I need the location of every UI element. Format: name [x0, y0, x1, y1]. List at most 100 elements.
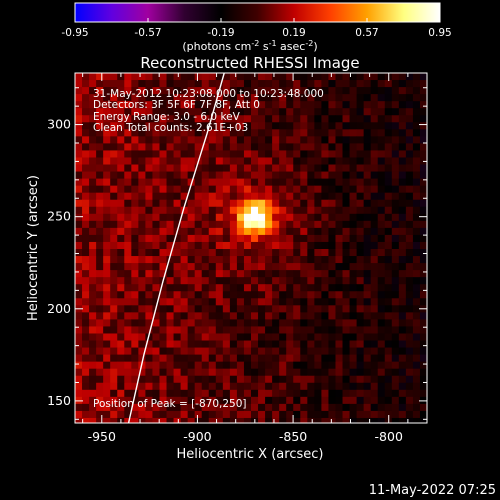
heatmap-cell: [229, 220, 238, 229]
heatmap-cell: [251, 291, 259, 299]
heatmap-cell: [321, 291, 329, 299]
heatmap-cell: [307, 382, 315, 391]
heatmap-cell: [124, 298, 132, 306]
heatmap-cell: [117, 340, 125, 348]
heatmap-cell: [159, 101, 167, 109]
heatmap-cell: [335, 171, 343, 179]
heatmap-cell: [187, 382, 196, 391]
heatmap-cell: [138, 234, 146, 243]
heatmap-cell: [208, 354, 217, 363]
heatmap-cell: [131, 410, 139, 419]
heatmap-cell: [89, 361, 97, 370]
heatmap-cell: [384, 389, 393, 398]
heatmap-cell: [391, 375, 400, 384]
heatmap-cell: [321, 164, 329, 172]
heatmap-cell: [131, 115, 139, 123]
heatmap-cell: [194, 87, 203, 95]
heatmap-cell: [377, 241, 386, 250]
heatmap-cell: [384, 382, 393, 391]
heatmap-cell: [82, 340, 90, 348]
heatmap-cell: [215, 150, 224, 158]
heatmap-cell: [236, 171, 245, 179]
heatmap-cell: [180, 227, 189, 236]
heatmap-cell: [222, 403, 231, 412]
heatmap-cell: [138, 368, 146, 377]
x-tick-label: -850: [279, 429, 307, 444]
heatmap-cell: [272, 347, 280, 355]
heatmap-cell: [265, 73, 273, 81]
heatmap-cell: [82, 410, 90, 419]
heatmap-cell: [110, 270, 118, 278]
heatmap-cell: [173, 136, 181, 144]
heatmap-cell: [215, 326, 224, 334]
heatmap-cell: [293, 305, 301, 313]
heatmap-cell: [405, 122, 414, 130]
heatmap-cell: [131, 192, 139, 201]
heatmap-cell: [187, 171, 196, 179]
heatmap-cell: [110, 354, 118, 363]
heatmap-cell: [405, 340, 414, 348]
heatmap-cell: [391, 80, 400, 88]
heatmap-cell: [405, 375, 414, 384]
heatmap-cell: [370, 298, 379, 306]
heatmap-cell: [89, 122, 97, 130]
heatmap-cell: [398, 368, 407, 377]
heatmap-cell: [138, 277, 146, 285]
heatmap-cell: [208, 143, 217, 151]
heatmap-cell: [398, 396, 407, 405]
heatmap-cell: [314, 382, 322, 391]
heatmap-cell: [419, 115, 427, 123]
heatmap-cell: [215, 347, 224, 355]
heatmap-cell: [103, 73, 111, 81]
heatmap-cell: [243, 368, 252, 377]
heatmap-cell: [377, 157, 386, 165]
heatmap-cell: [96, 94, 104, 102]
heatmap-cell: [222, 263, 231, 271]
heatmap-cell: [314, 227, 322, 236]
heatmap-cell: [117, 115, 125, 123]
heatmap-cell: [110, 263, 118, 271]
heatmap-cell: [321, 227, 329, 236]
heatmap-cell: [222, 234, 231, 243]
heatmap-cell: [138, 199, 146, 208]
y-tick-label: 150: [47, 393, 71, 408]
heatmap-cell: [138, 108, 146, 116]
heatmap-cell: [342, 305, 350, 313]
heatmap-cell: [272, 326, 280, 334]
heatmap-cell: [187, 277, 196, 285]
heatmap-cell: [314, 291, 322, 299]
heatmap-cell: [335, 206, 343, 215]
heatmap-cell: [236, 136, 245, 144]
heatmap-cell: [307, 213, 315, 222]
heatmap-cell: [293, 94, 301, 102]
heatmap-cell: [363, 213, 372, 222]
info-counts: Clean Total counts: 2.61E+03: [93, 122, 248, 134]
heatmap-cell: [279, 249, 287, 257]
heatmap-cell: [293, 115, 301, 123]
heatmap-cell: [103, 136, 111, 144]
heatmap-cell: [272, 417, 280, 423]
heatmap-cell: [279, 87, 287, 95]
heatmap-cell: [356, 319, 365, 327]
heatmap-cell: [243, 150, 252, 158]
heatmap-cell: [356, 340, 365, 348]
heatmap-cell: [82, 136, 90, 144]
heatmap-cell: [173, 270, 181, 278]
heatmap-cell: [384, 263, 393, 271]
heatmap-cell: [124, 227, 132, 236]
heatmap-cell: [251, 122, 259, 130]
heatmap-cell: [117, 80, 125, 88]
heatmap-cell: [194, 220, 203, 229]
heatmap-cell: [187, 157, 196, 165]
heatmap-cell: [412, 73, 421, 81]
heatmap-cell: [314, 326, 322, 334]
heatmap-cell: [103, 129, 111, 137]
heatmap-cell: [251, 241, 259, 250]
heatmap-cell: [251, 199, 259, 208]
heatmap-cell: [314, 80, 322, 88]
heatmap-cell: [279, 206, 287, 215]
heatmap-cell: [412, 80, 421, 88]
heatmap-cell: [201, 241, 210, 250]
heatmap-cell: [419, 178, 427, 187]
heatmap-cell: [265, 382, 273, 391]
